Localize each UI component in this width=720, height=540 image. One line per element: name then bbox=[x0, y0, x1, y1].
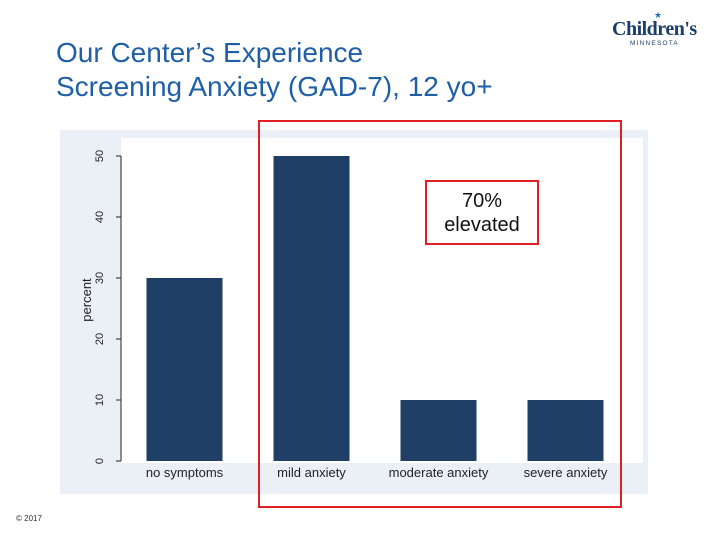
x-tick-label: mild anxiety bbox=[277, 465, 346, 480]
logo-name: Children's bbox=[612, 18, 697, 40]
logo-subtitle: MINNESOTA bbox=[630, 40, 679, 47]
y-axis-ticks: 0 10 20 30 40 50 bbox=[94, 150, 121, 464]
elevated-callout: 70% elevated bbox=[425, 180, 539, 245]
x-tick-label: no symptoms bbox=[146, 465, 224, 480]
y-tick-label: 20 bbox=[94, 333, 106, 345]
y-tick-label: 30 bbox=[94, 272, 106, 284]
y-axis-label: percent bbox=[79, 278, 94, 322]
x-tick-label: moderate anxiety bbox=[389, 465, 489, 480]
bar-moderate-anxiety bbox=[400, 400, 477, 461]
x-axis-labels: no symptoms mild anxiety moderate anxiety s… bbox=[146, 465, 608, 480]
y-tick-label: 50 bbox=[94, 150, 106, 162]
bars bbox=[146, 156, 604, 461]
bar-severe-anxiety bbox=[527, 400, 604, 461]
slide-title: Our Center’s Experience Screening Anxiet… bbox=[56, 36, 493, 104]
copyright: © 2017 bbox=[16, 514, 42, 523]
highlight-frame bbox=[258, 120, 622, 508]
y-tick-label: 40 bbox=[94, 211, 106, 223]
slide-title-line-2: Screening Anxiety (GAD-7), 12 yo+ bbox=[56, 71, 493, 102]
callout-percent: 70% bbox=[461, 189, 503, 212]
x-tick-label: severe anxiety bbox=[524, 465, 608, 480]
slide-title-line-1: Our Center’s Experience bbox=[56, 37, 364, 68]
childrens-minnesota-logo: ★ Children's MINNESOTA bbox=[608, 10, 708, 50]
bar-no-symptoms bbox=[146, 278, 223, 461]
y-tick-label: 0 bbox=[94, 458, 106, 464]
star-icon: ★ bbox=[654, 10, 663, 20]
bar-mild-anxiety bbox=[273, 156, 350, 461]
callout-label: elevated bbox=[444, 213, 520, 236]
y-tick-label: 10 bbox=[94, 394, 106, 406]
